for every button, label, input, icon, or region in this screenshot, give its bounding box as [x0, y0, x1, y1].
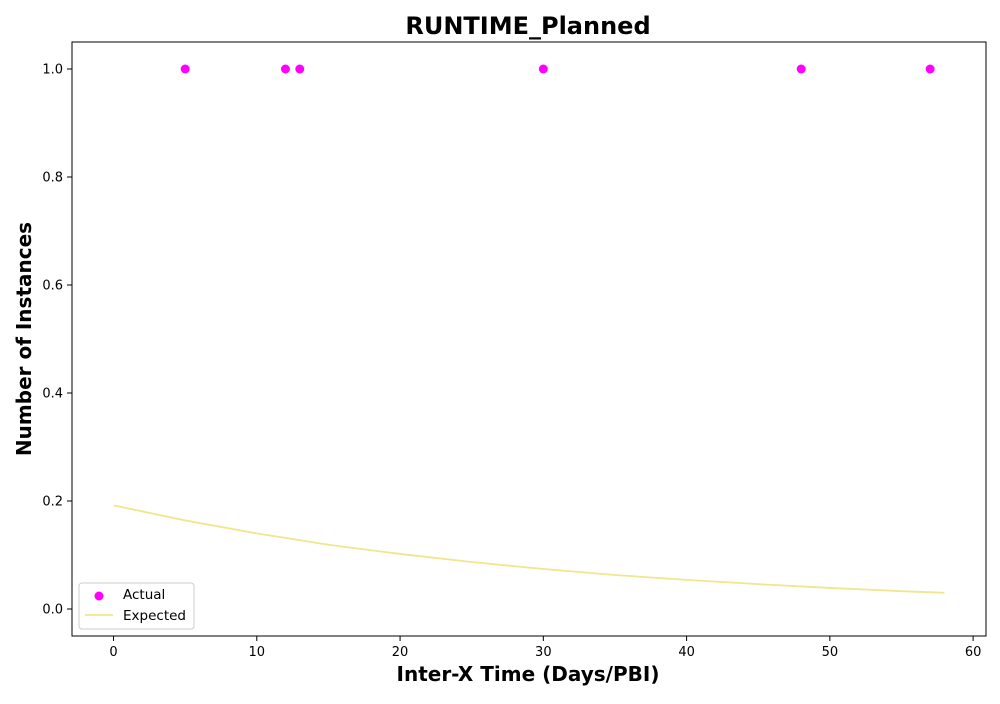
series-line-expected — [113, 504, 945, 594]
legend-box — [78, 582, 195, 630]
y-axis-label: Number of Instances — [12, 222, 36, 456]
y-tick-label: 0.2 — [42, 495, 63, 510]
plot-frame — [71, 41, 987, 637]
y-tick-label: 0.8 — [42, 171, 63, 186]
y-tick-label: 1.0 — [42, 63, 63, 78]
x-axis-label: Inter-X Time (Days/PBI) — [397, 662, 660, 686]
x-tick-label: 20 — [392, 645, 409, 660]
legend-marker-actual — [94, 591, 104, 601]
data-point-actual-4 — [796, 64, 806, 74]
chart-title: RUNTIME_Planned — [405, 12, 650, 40]
data-point-actual-0 — [180, 64, 190, 74]
plot-area: 0 10 20 30 40 50 60 0.0 0.2 0.4 0.6 0.8 1.0 — [42, 41, 987, 660]
x-tick-label: 60 — [965, 645, 982, 660]
x-tick-label: 50 — [822, 645, 839, 660]
data-point-actual-3 — [538, 64, 548, 74]
x-tick-label: 40 — [678, 645, 695, 660]
x-tick-label: 30 — [535, 645, 552, 660]
x-tick-label: 10 — [249, 645, 266, 660]
y-tick-label: 0.6 — [42, 279, 63, 294]
legend-label-actual: Actual — [123, 587, 165, 603]
data-point-actual-1 — [280, 64, 290, 74]
data-point-actual-2 — [295, 64, 305, 74]
y-tick-label: 0.0 — [42, 603, 63, 618]
data-point-actual-5 — [925, 64, 935, 74]
x-tick-label: 0 — [109, 645, 117, 660]
legend-label-expected: Expected — [123, 608, 186, 624]
legend: Actual Expected — [78, 582, 195, 630]
y-tick-label: 0.4 — [42, 387, 63, 402]
